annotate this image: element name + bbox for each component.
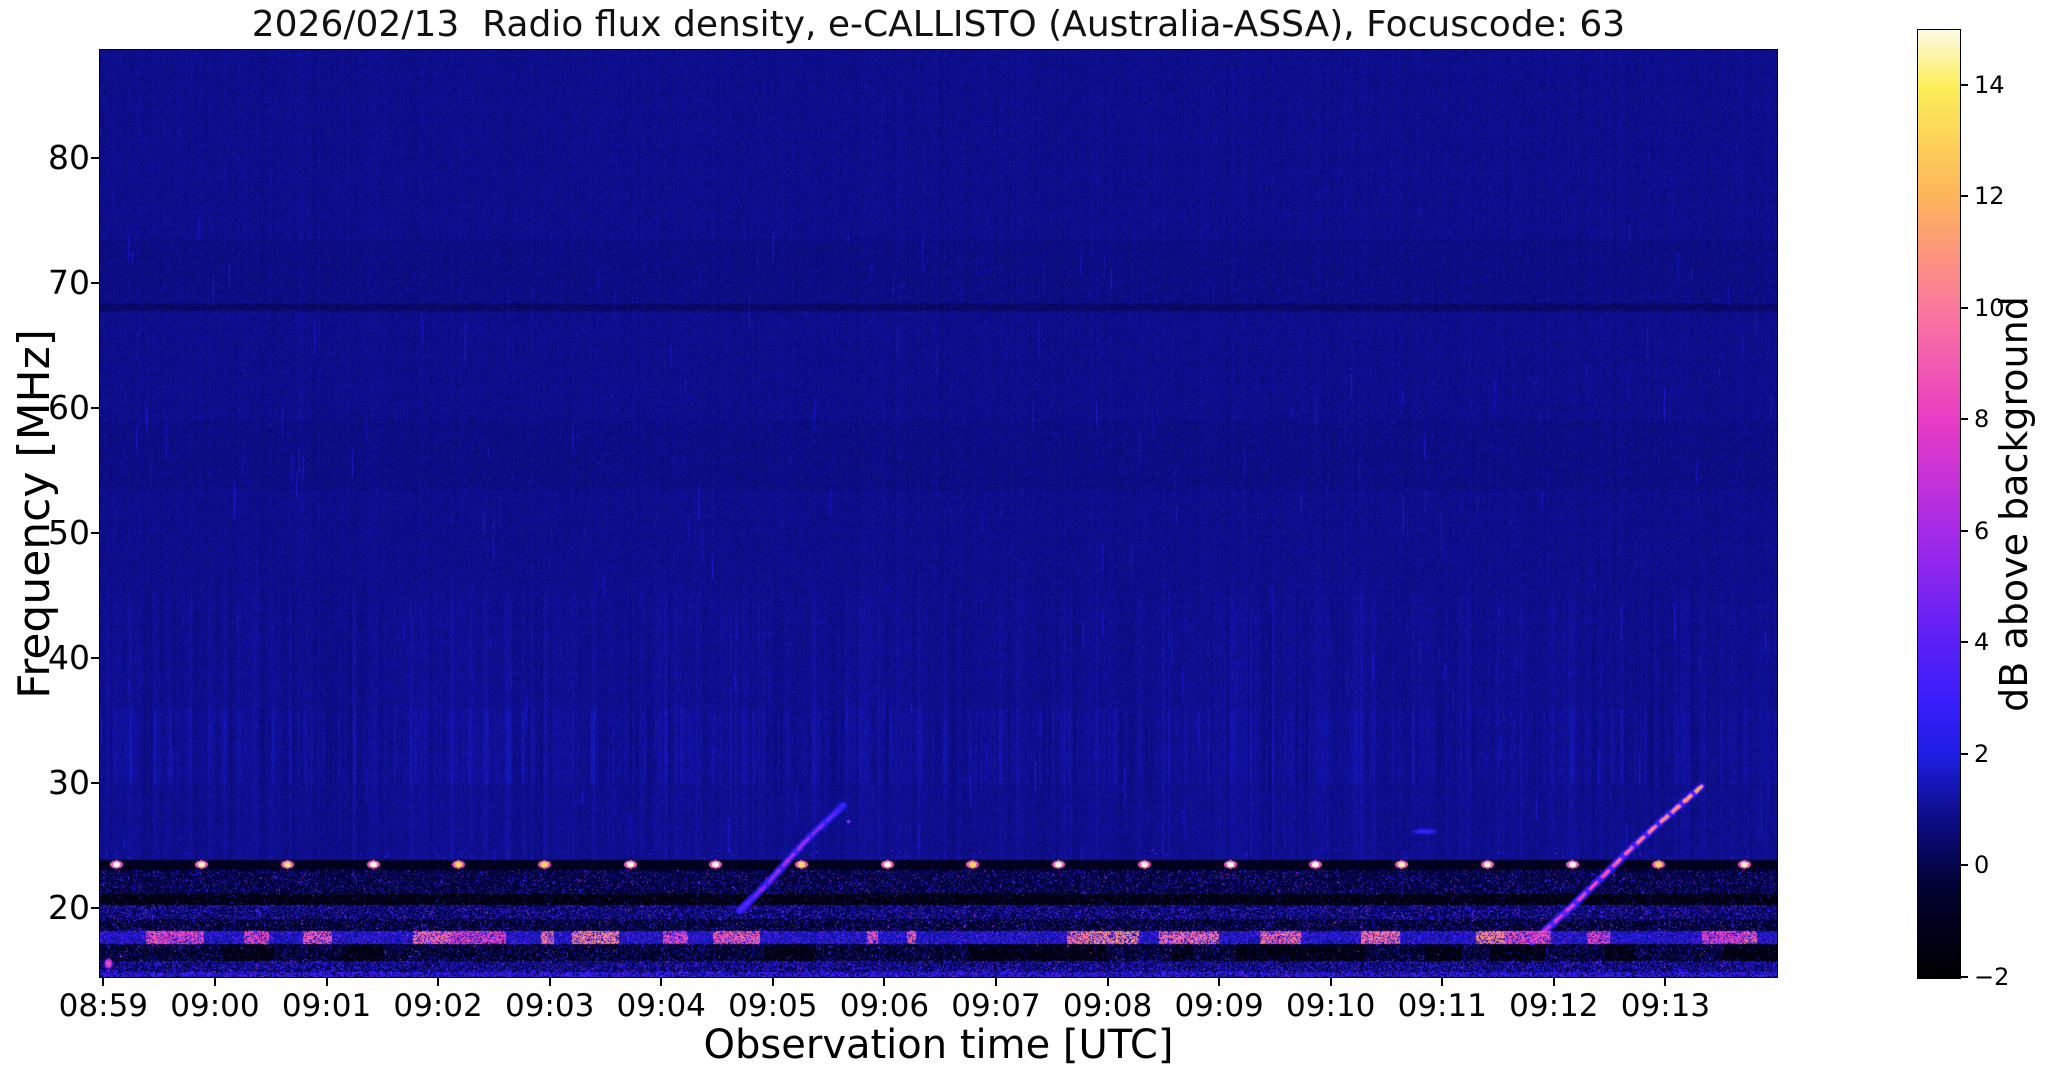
x-tick-label: 09:07 bbox=[951, 988, 1041, 1024]
x-tick-label: 09:05 bbox=[728, 988, 818, 1024]
x-axis-label: Observation time [UTC] bbox=[703, 1022, 1174, 1067]
y-tick-mark bbox=[91, 656, 99, 659]
plot-area bbox=[99, 49, 1778, 978]
y-axis-label: Frequency [MHz] bbox=[9, 329, 60, 699]
y-tick-mark bbox=[91, 281, 99, 284]
x-tick-label: 09:04 bbox=[616, 988, 706, 1024]
y-tick-label: 80 bbox=[48, 137, 90, 177]
y-tick-mark bbox=[91, 907, 99, 910]
colorbar bbox=[1917, 29, 1961, 979]
x-tick-label: 09:13 bbox=[1620, 988, 1711, 1024]
colorbar-tick-label: 10 bbox=[1974, 293, 2005, 322]
x-tick-label: 08:59 bbox=[58, 988, 149, 1024]
y-tick-label: 30 bbox=[48, 763, 90, 803]
x-tick-label: 09:12 bbox=[1509, 988, 1599, 1024]
x-tick-label: 09:02 bbox=[393, 988, 483, 1024]
colorbar-tick-mark bbox=[1961, 306, 1968, 309]
x-tick-label: 09:08 bbox=[1062, 988, 1153, 1024]
page-title: 2026/02/13 Radio flux density, e-CALLIST… bbox=[251, 4, 1626, 45]
y-tick-mark bbox=[91, 156, 99, 159]
x-tick-mark bbox=[325, 978, 328, 986]
x-tick-mark bbox=[213, 978, 216, 986]
colorbar-tick-mark bbox=[1961, 529, 1968, 532]
y-tick-mark bbox=[91, 782, 99, 785]
x-tick-label: 09:03 bbox=[504, 988, 595, 1024]
x-tick-label: 09:00 bbox=[170, 988, 260, 1024]
x-tick-mark bbox=[1106, 978, 1109, 986]
x-tick-mark bbox=[883, 978, 886, 986]
colorbar-tick-mark bbox=[1961, 641, 1968, 644]
colorbar-tick-label: 14 bbox=[1974, 70, 2005, 99]
x-tick-mark bbox=[1664, 978, 1667, 986]
colorbar-tick-label: 12 bbox=[1974, 182, 2005, 211]
y-tick-label: 70 bbox=[48, 262, 90, 302]
x-tick-mark bbox=[102, 978, 105, 986]
y-tick-label: 50 bbox=[48, 512, 90, 552]
colorbar-tick-mark bbox=[1961, 418, 1968, 421]
colorbar-tick-label: −2 bbox=[1974, 963, 2010, 991]
x-tick-label: 09:10 bbox=[1286, 988, 1376, 1024]
colorbar-tick-mark bbox=[1961, 976, 1968, 978]
colorbar-gradient bbox=[1918, 30, 1960, 978]
colorbar-tick-mark bbox=[1961, 83, 1968, 86]
colorbar-tick-label: 4 bbox=[1974, 628, 1990, 657]
x-tick-mark bbox=[548, 978, 551, 986]
x-tick-mark bbox=[1329, 978, 1332, 986]
x-tick-mark bbox=[1218, 978, 1221, 986]
x-tick-mark bbox=[771, 978, 774, 986]
colorbar-tick-label: 0 bbox=[1974, 851, 1990, 880]
colorbar-tick-mark bbox=[1961, 195, 1968, 198]
x-tick-mark bbox=[1552, 978, 1555, 986]
colorbar-tick-label: 6 bbox=[1974, 516, 1990, 545]
colorbar-tick-mark bbox=[1961, 752, 1968, 755]
y-tick-mark bbox=[91, 531, 99, 534]
x-tick-mark bbox=[994, 978, 997, 986]
x-tick-mark bbox=[437, 978, 440, 986]
y-tick-label: 60 bbox=[48, 387, 90, 427]
colorbar-tick-mark bbox=[1961, 864, 1968, 867]
y-tick-mark bbox=[91, 406, 99, 409]
y-tick-label: 20 bbox=[48, 888, 90, 928]
colorbar-tick-label: 8 bbox=[1974, 405, 1990, 434]
x-tick-label: 09:09 bbox=[1174, 988, 1264, 1024]
x-tick-label: 09:06 bbox=[839, 988, 930, 1024]
x-tick-mark bbox=[660, 978, 663, 986]
colorbar-label: dB above background bbox=[1992, 296, 2036, 712]
y-tick-label: 40 bbox=[48, 637, 90, 677]
spectrogram-canvas bbox=[100, 50, 1777, 977]
x-tick-mark bbox=[1441, 978, 1444, 986]
x-tick-label: 09:01 bbox=[281, 988, 372, 1024]
colorbar-tick-label: 2 bbox=[1974, 739, 1990, 768]
x-tick-label: 09:11 bbox=[1397, 988, 1487, 1024]
